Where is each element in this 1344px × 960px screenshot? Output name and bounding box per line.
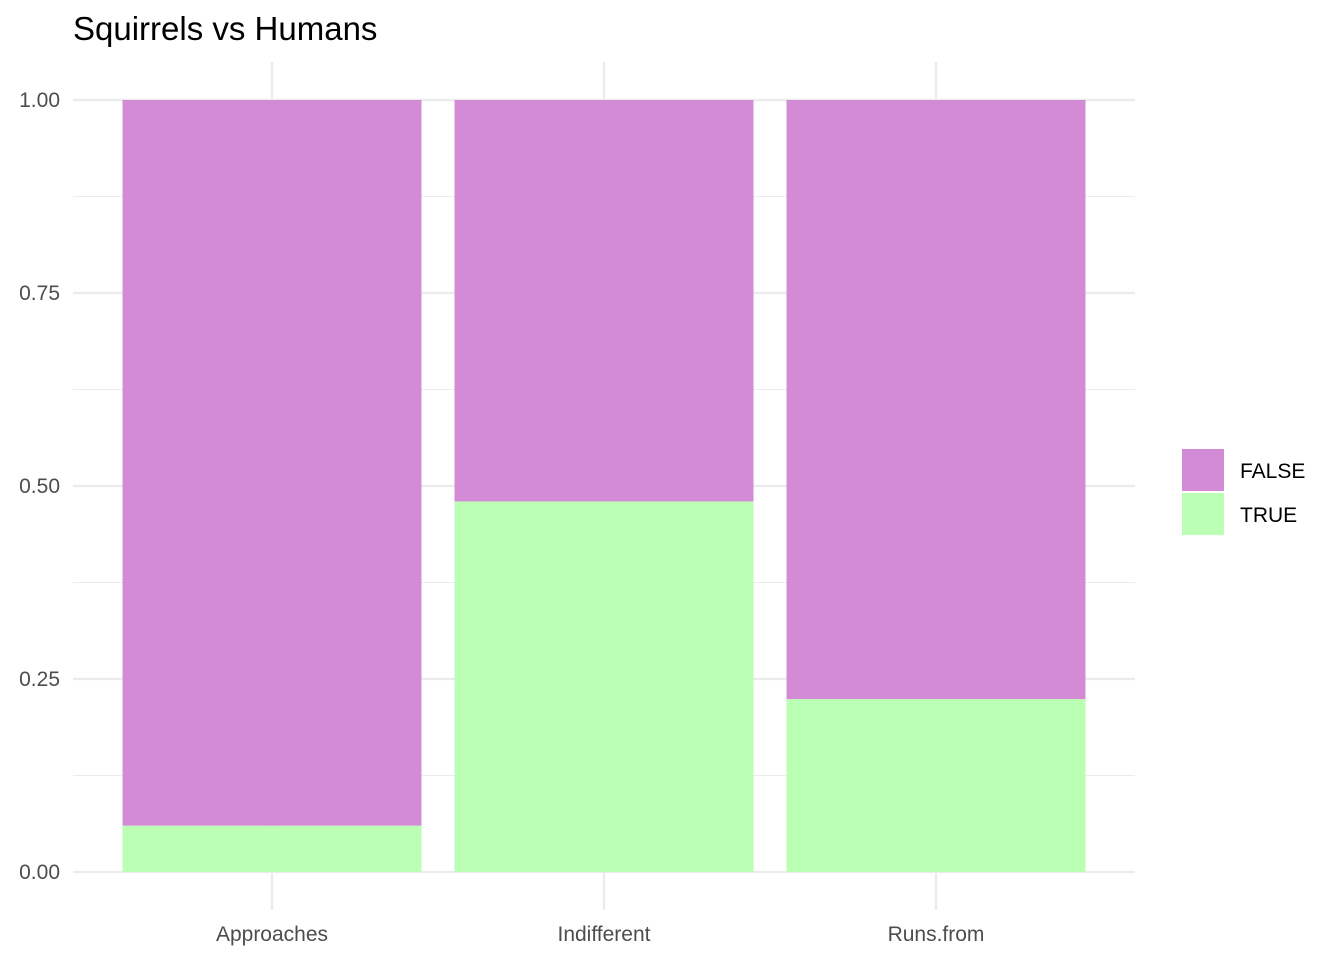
- bar-indifferent-true: [454, 501, 754, 872]
- x-tick-label: Indifferent: [557, 923, 650, 946]
- legend-key-true: [1182, 493, 1224, 535]
- legend-key-false: [1182, 449, 1224, 491]
- y-tick-label: 0.75: [19, 282, 60, 305]
- y-tick-label: 0.50: [19, 475, 60, 498]
- legend: FALSE TRUE: [1182, 449, 1305, 535]
- bar-runs-from-true: [786, 699, 1086, 872]
- x-tick-label: Approaches: [216, 923, 328, 946]
- y-tick-label: 1.00: [19, 89, 60, 112]
- bar-runs-from-false: [786, 100, 1086, 700]
- bars: [122, 100, 1086, 872]
- x-axis: Approaches Indifferent Runs.from: [216, 923, 984, 946]
- chart-title: Squirrels vs Humans: [73, 10, 377, 47]
- legend-label-true: TRUE: [1240, 504, 1297, 527]
- y-tick-label: 0.00: [19, 861, 60, 884]
- y-axis: 0.00 0.25 0.50 0.75 1.00: [19, 89, 60, 884]
- bar-approaches-false: [122, 100, 422, 826]
- bar-approaches-true: [122, 825, 422, 872]
- legend-label-false: FALSE: [1240, 460, 1305, 483]
- x-tick-label: Runs.from: [888, 923, 985, 946]
- y-tick-label: 0.25: [19, 668, 60, 691]
- bar-indifferent-false: [454, 100, 754, 502]
